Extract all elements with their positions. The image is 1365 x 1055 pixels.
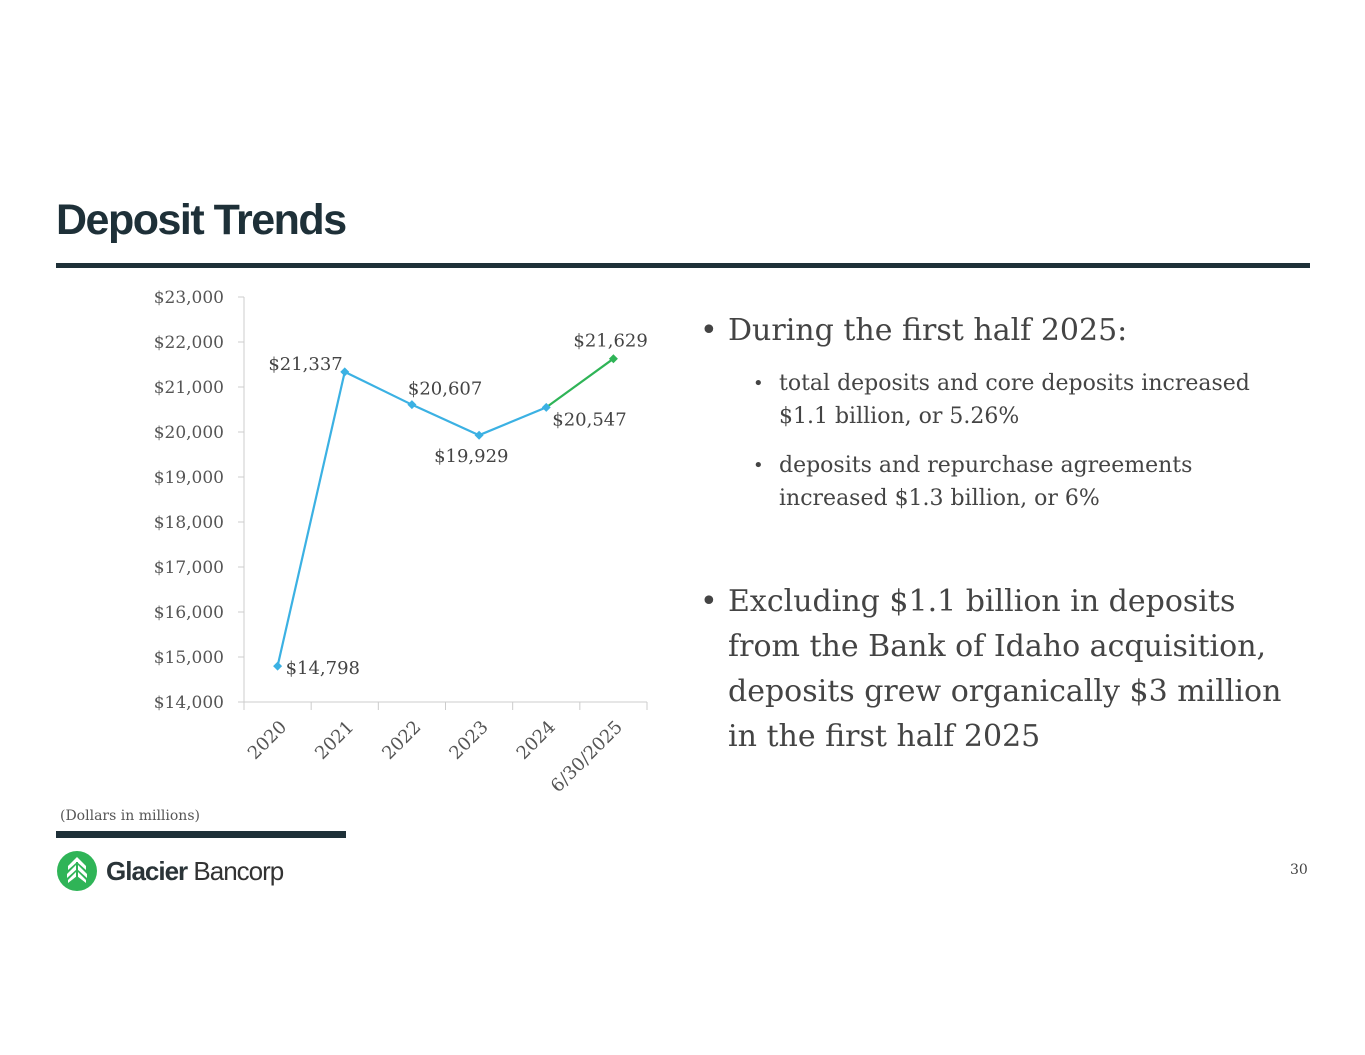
y-tick-label: $18,000 <box>154 513 224 533</box>
bullet-dot: • <box>753 373 764 394</box>
data-label: $14,798 <box>286 658 360 679</box>
logo-text-bold: Glacier <box>106 855 188 886</box>
data-point <box>474 430 484 440</box>
x-tick-label: 2023 <box>445 717 492 764</box>
bullet-text: total deposits and core deposits increas… <box>779 371 1250 429</box>
data-point <box>273 661 283 671</box>
y-tick-label: $22,000 <box>154 333 224 353</box>
bullet-text: Excluding $1.1 billion in deposits from … <box>728 584 1282 754</box>
bullet-text: deposits and repurchase agreements incre… <box>779 453 1193 511</box>
bullet-text: During the first half 2025: <box>728 313 1128 348</box>
glacier-bancorp-logo: Glacier Bancorp <box>56 850 284 892</box>
series-segment <box>276 371 346 667</box>
tree-logo-icon <box>57 851 97 891</box>
y-tick-label: $19,000 <box>154 468 224 488</box>
data-point <box>608 354 618 364</box>
series-segment <box>478 406 547 437</box>
x-tick-label: 2022 <box>378 717 425 764</box>
sub-bullet-2: • deposits and repurchase agreements inc… <box>753 449 1259 515</box>
bullet-1: • During the first half 2025: <box>700 308 1308 353</box>
bullet-2: • Excluding $1.1 billion in deposits fro… <box>700 579 1308 759</box>
x-tick-label: 2020 <box>244 717 291 764</box>
y-tick-label: $14,000 <box>154 693 224 713</box>
x-tick-label: 2024 <box>513 717 560 764</box>
y-tick-label: $15,000 <box>154 648 224 668</box>
data-point <box>541 402 551 412</box>
series-segment <box>344 370 413 406</box>
footer-divider <box>56 831 346 838</box>
data-label: $19,929 <box>434 446 508 467</box>
y-tick-label: $16,000 <box>154 603 224 623</box>
y-tick-label: $20,000 <box>154 423 224 443</box>
data-point <box>407 400 417 410</box>
page-number: 30 <box>1290 862 1308 878</box>
y-tick-label: $23,000 <box>154 288 224 308</box>
logo-text-light: Bancorp <box>193 855 284 886</box>
series-segment <box>411 403 480 437</box>
x-tick-label: 6/30/2025 <box>547 717 627 797</box>
bullet-dot: • <box>700 313 718 348</box>
title-divider <box>56 263 1310 268</box>
bullet-dot: • <box>753 455 764 476</box>
data-label: $20,607 <box>408 379 482 400</box>
sub-bullet-1: • total deposits and core deposits incre… <box>753 367 1299 433</box>
data-label: $20,547 <box>552 409 626 430</box>
data-label: $21,337 <box>268 354 342 375</box>
deposit-line-chart: $14,000 $15,000 $16,000 $17,000 $18,000 $19,0… <box>154 288 648 797</box>
data-label: $21,629 <box>573 331 647 352</box>
data-point <box>340 367 350 377</box>
page-title: Deposit Trends <box>56 196 347 244</box>
units-note: (Dollars in millions) <box>60 808 200 824</box>
y-tick-label: $21,000 <box>154 378 224 398</box>
x-tick-label: 2021 <box>311 717 358 764</box>
y-tick-label: $17,000 <box>154 558 224 578</box>
series-segment <box>545 357 615 409</box>
bullet-dot: • <box>700 584 718 619</box>
